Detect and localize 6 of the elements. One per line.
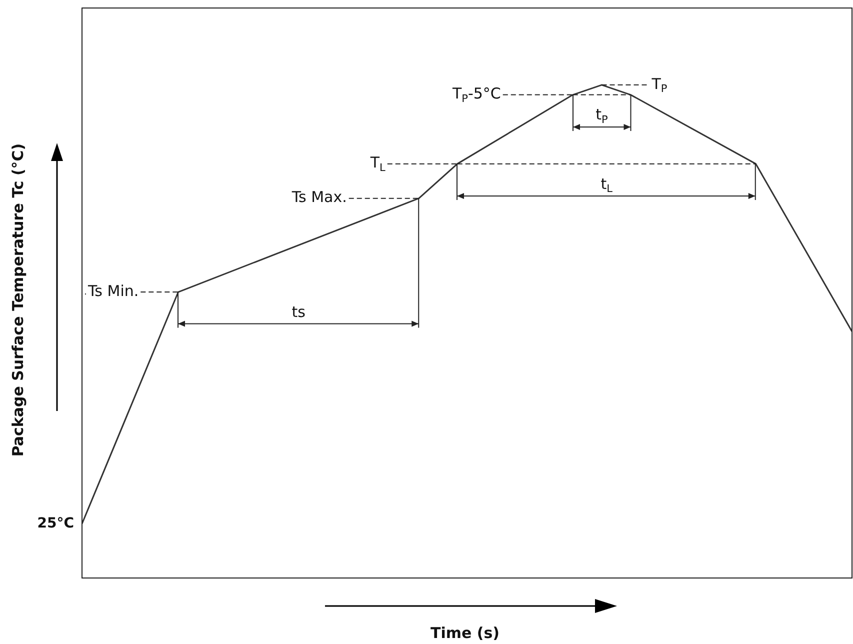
ref-line-label: Ts Max. [290, 188, 347, 206]
annotation: ts [292, 302, 306, 321]
text: 25°C [37, 515, 74, 532]
ref-line-label: Ts Min. [87, 282, 139, 300]
x-axis-title: Time (s) [430, 624, 500, 642]
y-axis-title: Package Surface Temperature Tc (°C) [9, 143, 27, 457]
